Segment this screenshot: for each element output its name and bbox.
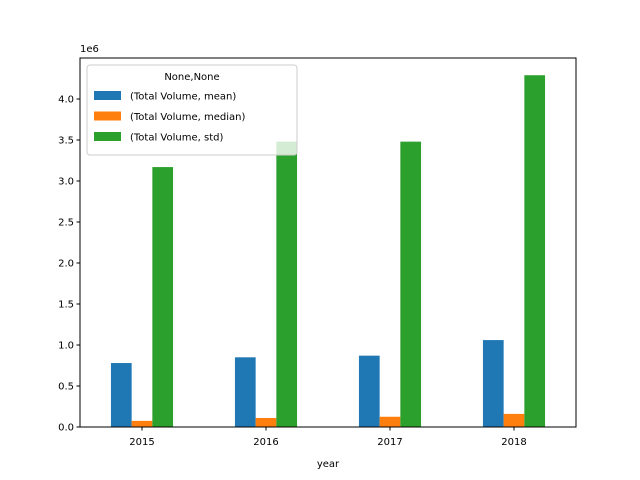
legend: None,None (Total Volume, mean) (Total Volu… [86,64,298,156]
legend-box [86,64,298,156]
bar-total-volume-median-2015 [131,420,153,427]
bars-layer [110,75,546,427]
legend-entry: (Total Volume, mean) [130,92,236,103]
x-axis: 2015 2016 2017 2018 [129,427,527,448]
y-tick-label: 1.0 [58,341,74,352]
bar-total-volume-mean-2016 [234,357,256,427]
bar-total-volume-median-2017 [379,416,401,427]
bar-total-volume-std-2015 [152,167,174,427]
x-tick-label: 2016 [253,437,278,448]
x-tick-label: 2015 [129,437,154,448]
y-tick-label: 0.0 [58,423,74,434]
y-tick-label: 2.5 [58,218,74,229]
x-axis-label: year [317,459,340,470]
x-tick-label: 2018 [501,437,526,448]
bar-total-volume-mean-2017 [358,355,380,427]
y-tick-label: 3.5 [58,136,74,147]
legend-swatch [94,132,121,141]
bar-total-volume-median-2018 [503,413,525,427]
bar-total-volume-median-2016 [255,417,277,427]
y-offset-text: 1e6 [80,44,99,55]
legend-swatch [94,111,121,121]
plot-frame [79,57,577,428]
legend-entry: (Total Volume, std) [130,133,223,144]
x-tick-label: 2017 [377,437,402,448]
bar-total-volume-std-2017 [400,141,422,427]
bar-total-volume-std-2018 [524,75,546,427]
y-tick-label: 0.5 [58,382,74,393]
y-tick-label: 4.0 [58,95,74,106]
legend-entry: (Total Volume, median) [130,112,245,123]
legend-swatch [94,91,121,100]
legend-title: None,None [164,72,219,83]
y-axis: 0.0 0.5 1.0 1.5 2.0 2.5 3.0 3.5 4.0 [58,95,80,434]
bar-total-volume-mean-2018 [482,340,504,427]
y-tick-label: 1.5 [58,300,74,311]
y-tick-label: 2.0 [58,259,74,270]
bar-total-volume-mean-2015 [110,363,132,427]
bar-total-volume-std-2016 [276,141,298,427]
y-tick-label: 3.0 [58,177,74,188]
